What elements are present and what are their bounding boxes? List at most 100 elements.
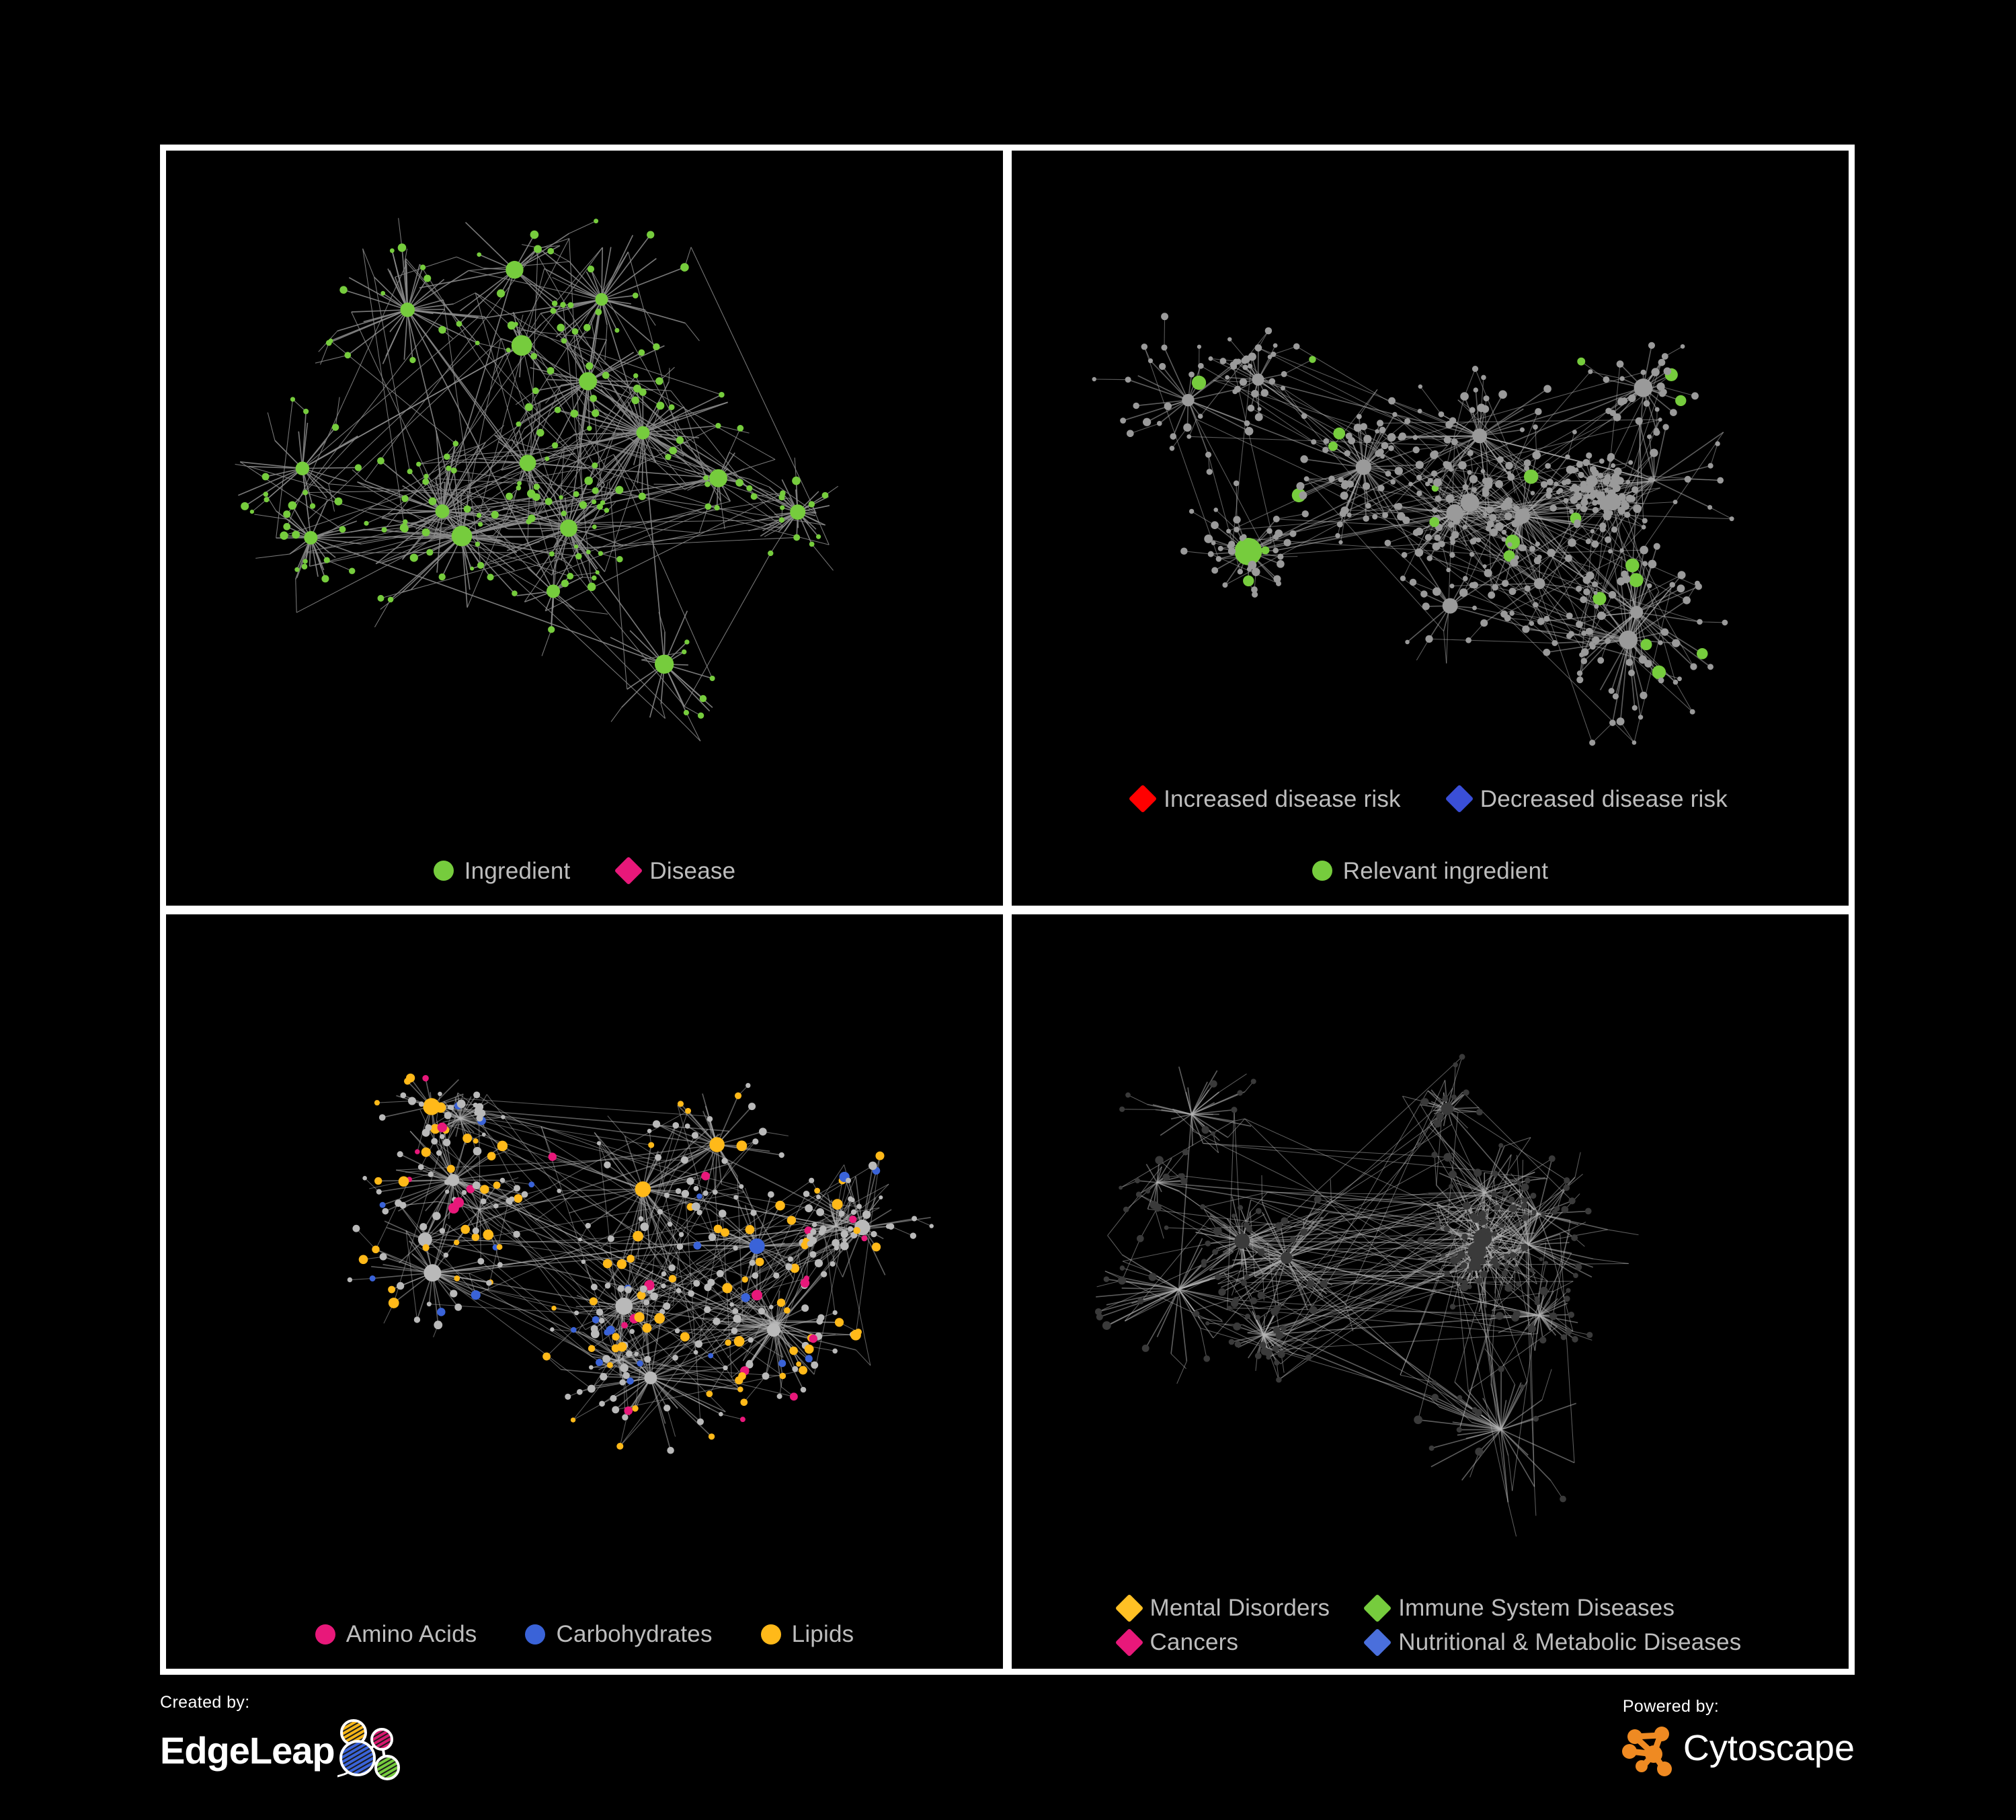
node-background-node <box>1549 1312 1558 1320</box>
node-background-node <box>1404 418 1411 424</box>
node-background-node <box>806 1232 813 1240</box>
node-background-node <box>1201 1261 1207 1267</box>
node-background-node <box>1564 1295 1570 1302</box>
legend-item: Mental Disorders <box>1115 1593 1330 1622</box>
node-background-node <box>1233 1322 1242 1331</box>
node-ingredient <box>780 490 786 496</box>
node-background-node <box>1197 413 1203 419</box>
node-ingredient <box>348 567 356 574</box>
node-background-node <box>1576 676 1584 684</box>
node-background-node <box>1502 1189 1508 1196</box>
node-background-node <box>1573 491 1582 501</box>
node-background-node <box>868 1161 877 1170</box>
node-background-node <box>1431 1151 1438 1158</box>
node-background-node <box>413 1316 421 1323</box>
node-background-node <box>1568 1197 1576 1204</box>
node-background-node <box>1565 1329 1572 1335</box>
node-ingredient <box>561 522 569 530</box>
node-background-node <box>800 1386 807 1392</box>
node-background-node <box>1677 676 1682 682</box>
legend-circle-icon <box>315 1624 335 1645</box>
node-background-node <box>809 1177 815 1183</box>
node-background-node <box>1300 455 1308 463</box>
node-ingredient <box>325 340 332 346</box>
disease-class-network[interactable]: Mental Disorders Immune System Diseases Ca… <box>1012 914 1849 1669</box>
node-background-node <box>1504 1263 1510 1269</box>
node-background-node <box>1656 382 1665 391</box>
node-ingredient <box>633 373 639 379</box>
node-relevant-ingredient <box>1234 538 1262 565</box>
network-canvas[interactable] <box>1012 914 1849 1569</box>
network-canvas[interactable] <box>166 151 1003 805</box>
node-ingredient <box>304 530 318 545</box>
node-lipids <box>358 1254 368 1264</box>
disease-risk-network[interactable]: Increased disease risk Decreased disease … <box>1012 151 1849 906</box>
node-background-node <box>1281 1325 1287 1331</box>
node-background-node <box>1211 567 1219 574</box>
node-ingredient <box>551 442 559 449</box>
node-background-node <box>1277 553 1284 560</box>
node-relevant-ingredient <box>1261 546 1270 555</box>
node-background-node <box>1227 337 1232 342</box>
network-canvas[interactable] <box>1012 151 1849 805</box>
node-background-node <box>1239 378 1248 386</box>
node-ingredient <box>339 286 348 294</box>
node-background-node <box>704 1283 712 1291</box>
node-background-node <box>1554 1205 1560 1212</box>
network-canvas[interactable] <box>166 914 1003 1569</box>
node-background-node <box>1445 420 1453 429</box>
node-background-node <box>395 1199 403 1207</box>
node-background-node <box>1582 459 1590 467</box>
node-background-node <box>1271 351 1277 357</box>
node-lipids <box>589 1296 598 1306</box>
node-background-node <box>1591 469 1599 477</box>
node-lipids <box>734 1092 742 1099</box>
node-background-node <box>1338 477 1344 483</box>
node-background-node <box>602 1354 611 1363</box>
node-background-node <box>476 1114 483 1121</box>
node-ingredient <box>631 396 639 405</box>
node-lipids <box>632 1404 639 1412</box>
node-carbohydrates <box>592 1316 600 1323</box>
node-background-node <box>680 1156 688 1164</box>
legend-item: Ingredient <box>433 859 571 883</box>
node-background-node <box>667 1221 673 1227</box>
node-background-node <box>1524 508 1529 513</box>
figure-panel-grid: Ingredient Disease Increased disease risk… <box>160 145 1855 1675</box>
node-background-node <box>1524 465 1530 471</box>
node-background-node <box>1599 522 1607 530</box>
node-lipids <box>648 1142 655 1148</box>
node-background-node <box>1443 1225 1450 1232</box>
ingredient-disease-network[interactable]: Ingredient Disease <box>166 151 1003 906</box>
node-background-node <box>1257 407 1262 411</box>
node-background-node <box>1102 1320 1111 1330</box>
node-carbohydrates <box>571 1327 577 1333</box>
node-ingredient <box>790 504 806 520</box>
node-background-node <box>1518 544 1525 552</box>
node-lipids <box>423 1097 440 1115</box>
node-background-node <box>1605 637 1611 644</box>
node-lipids <box>483 1229 494 1240</box>
powered-by-kicker: Powered by: <box>1622 1697 1720 1716</box>
node-background-node <box>1200 1203 1206 1210</box>
node-background-node <box>1431 1255 1437 1261</box>
nutrient-class-network[interactable]: Amino Acids Carbohydrates Lipids <box>166 914 1003 1669</box>
node-background-node <box>477 1257 485 1265</box>
node-background-node <box>1408 481 1413 487</box>
node-ingredient <box>668 404 675 410</box>
node-background-node <box>840 1230 848 1238</box>
network-edges <box>1096 1056 1639 1536</box>
node-background-node <box>1580 498 1588 506</box>
node-background-node <box>1472 428 1488 444</box>
node-background-node <box>1137 1297 1144 1304</box>
node-background-node <box>1651 368 1660 377</box>
node-background-node <box>1164 402 1172 410</box>
node-background-node <box>1470 1256 1480 1265</box>
node-background-node <box>1690 663 1697 670</box>
node-lipids <box>721 1228 730 1237</box>
node-background-node <box>746 1359 753 1366</box>
node-background-node <box>1416 1142 1422 1147</box>
node-background-node <box>1303 476 1309 482</box>
node-background-node <box>1461 1233 1468 1240</box>
node-background-node <box>474 1106 482 1113</box>
